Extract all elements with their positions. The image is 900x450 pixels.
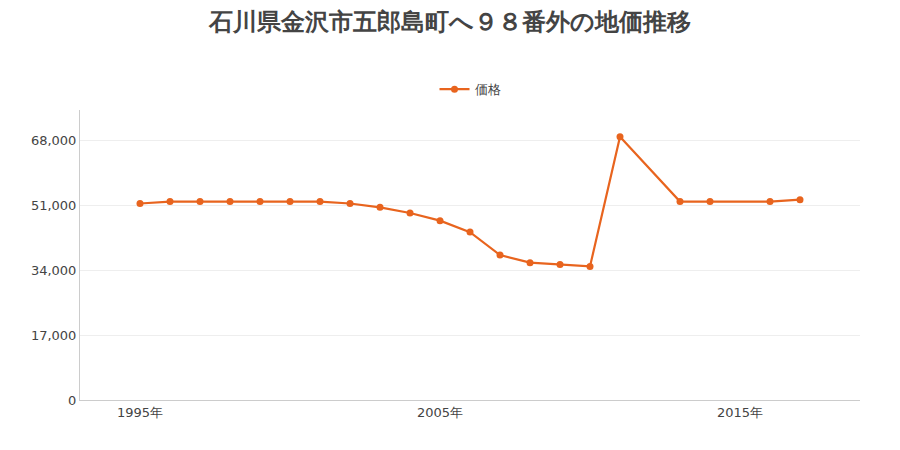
svg-text:2005年: 2005年 [417,405,463,420]
svg-text:0: 0 [68,393,76,408]
svg-text:1995年: 1995年 [117,405,163,420]
svg-text:68,000: 68,000 [31,133,77,148]
svg-text:価格: 価格 [475,82,501,97]
svg-text:51,000: 51,000 [31,198,77,213]
svg-text:2015年: 2015年 [717,405,763,420]
svg-text:石川県金沢市五郎島町へ９８番外の地価推移: 石川県金沢市五郎島町へ９８番外の地価推移 [208,8,691,36]
svg-text:17,000: 17,000 [31,328,77,343]
svg-text:34,000: 34,000 [31,263,77,278]
